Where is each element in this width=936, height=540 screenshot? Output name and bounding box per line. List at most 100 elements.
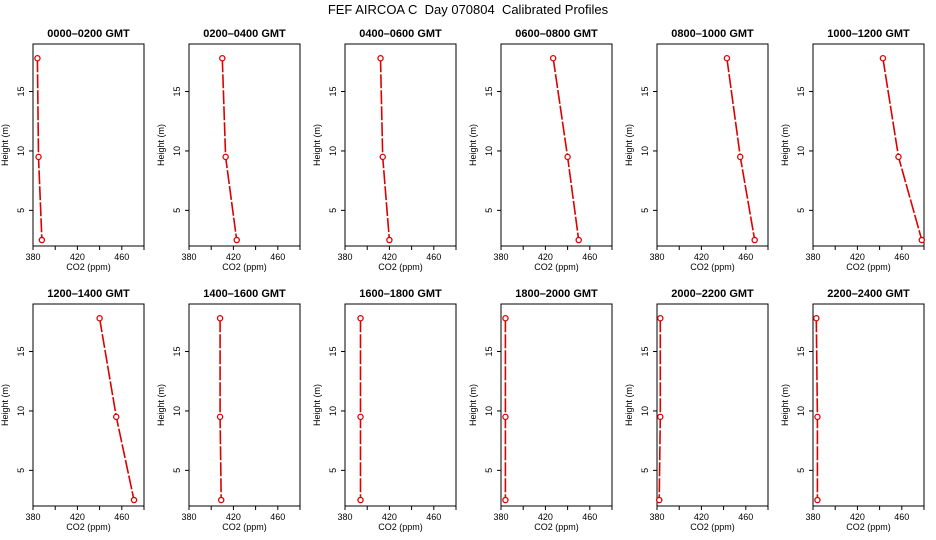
data-point xyxy=(502,496,509,504)
y-tick-label: 5 xyxy=(172,468,182,473)
data-point xyxy=(379,153,386,161)
profile-line xyxy=(882,58,923,241)
y-tick-label: 15 xyxy=(328,347,338,357)
y-tick-label: 5 xyxy=(484,208,494,213)
data-point xyxy=(657,413,664,421)
x-tick-label: 460 xyxy=(114,512,129,522)
data-point xyxy=(737,153,744,161)
y-tick-label: 15 xyxy=(796,87,806,97)
plot-frame xyxy=(344,43,457,247)
x-tick-label: 380 xyxy=(805,252,820,262)
data-point xyxy=(895,153,902,161)
y-tick-label: 10 xyxy=(16,146,26,156)
y-tick-label: 10 xyxy=(484,146,494,156)
x-tick-label: 460 xyxy=(582,512,597,522)
plot-frame xyxy=(656,43,769,247)
panel-title: 0600–0800 GMT xyxy=(515,28,598,40)
x-axis-label: CO2 (ppm) xyxy=(846,522,891,532)
profile-panel: 0800–1000 GMT 380 420 460 5 10 15 CO2 (ppm) Heig… xyxy=(624,28,769,272)
data-point xyxy=(216,315,224,322)
y-tick-label: 10 xyxy=(172,146,182,156)
profile-panel: 1200–1400 GMT 380 420 460 5 10 15 CO2 (ppm) Heig… xyxy=(0,288,145,532)
data-point xyxy=(34,55,41,62)
data-point xyxy=(357,496,364,504)
profile-line xyxy=(36,58,43,241)
x-tick-label: 380 xyxy=(337,252,352,262)
plot-frame xyxy=(812,43,925,247)
data-point xyxy=(38,236,46,244)
profile-line xyxy=(815,318,819,501)
profile-line xyxy=(219,318,222,501)
y-tick-label: 15 xyxy=(16,347,26,357)
data-point xyxy=(35,153,42,161)
data-point xyxy=(357,315,364,322)
x-tick-label: 420 xyxy=(850,252,865,262)
y-axis-label: Height (m) xyxy=(780,124,790,166)
y-tick-label: 5 xyxy=(640,208,650,213)
y-tick-label: 5 xyxy=(172,208,182,213)
data-point xyxy=(575,236,582,244)
y-axis-label: Height (m) xyxy=(468,124,478,166)
y-tick-label: 15 xyxy=(328,87,338,97)
plot-frame xyxy=(344,303,457,507)
profile-line xyxy=(552,58,580,241)
x-axis-label: CO2 (ppm) xyxy=(690,522,735,532)
y-tick-label: 10 xyxy=(484,406,494,416)
y-tick-label: 5 xyxy=(328,468,338,473)
profile-panel: 2000–2200 GMT 380 420 460 5 10 15 CO2 (ppm) Heig… xyxy=(624,288,769,532)
data-point xyxy=(502,413,509,421)
y-tick-label: 10 xyxy=(16,406,26,416)
profile-line xyxy=(379,58,391,241)
data-point xyxy=(219,55,226,62)
plot-frame xyxy=(188,303,301,507)
data-point xyxy=(657,315,664,322)
x-tick-label: 420 xyxy=(694,252,709,262)
page-title: FEF AIRCOA C Day 070804 Calibrated Profi… xyxy=(327,2,609,17)
y-tick-label: 10 xyxy=(328,406,338,416)
y-axis-label: Height (m) xyxy=(624,384,634,426)
plot-frame xyxy=(32,303,145,507)
y-axis-label: Height (m) xyxy=(156,124,166,166)
y-tick-label: 5 xyxy=(16,468,26,473)
x-tick-label: 380 xyxy=(805,512,820,522)
x-tick-label: 460 xyxy=(894,252,909,262)
y-axis-label: Height (m) xyxy=(624,124,634,166)
plot-frame xyxy=(32,43,145,247)
data-point xyxy=(814,413,821,421)
x-tick-label: 420 xyxy=(226,252,241,262)
data-point xyxy=(386,236,393,244)
data-point xyxy=(813,315,820,322)
panel-title: 0800–1000 GMT xyxy=(671,28,754,40)
x-tick-label: 420 xyxy=(538,252,553,262)
x-axis-label: CO2 (ppm) xyxy=(846,262,891,272)
y-axis-label: Height (m) xyxy=(780,384,790,426)
x-tick-label: 460 xyxy=(270,512,285,522)
data-point xyxy=(377,55,384,62)
panel-title: 0400–0600 GMT xyxy=(359,28,442,40)
x-axis-label: CO2 (ppm) xyxy=(690,262,735,272)
x-tick-label: 420 xyxy=(850,512,865,522)
data-point xyxy=(814,496,821,504)
y-axis-label: Height (m) xyxy=(468,384,478,426)
data-point xyxy=(751,236,758,244)
data-point xyxy=(357,413,364,421)
x-axis-label: CO2 (ppm) xyxy=(222,262,267,272)
profile-line xyxy=(98,318,135,501)
x-tick-label: 460 xyxy=(894,512,909,522)
profile-panel: 0000–0200 GMT 380 420 460 5 10 15 CO2 (ppm) Heig… xyxy=(0,28,145,272)
panel-title: 2200–2400 GMT xyxy=(827,288,910,300)
y-tick-label: 10 xyxy=(796,146,806,156)
data-point xyxy=(502,315,509,322)
profile-panel: 0200–0400 GMT 380 420 460 5 10 15 CO2 (ppm) Heig… xyxy=(156,28,301,272)
y-tick-label: 15 xyxy=(16,87,26,97)
y-tick-label: 15 xyxy=(484,87,494,97)
y-axis-label: Height (m) xyxy=(312,384,322,426)
x-axis-label: CO2 (ppm) xyxy=(378,262,423,272)
y-tick-label: 5 xyxy=(640,468,650,473)
panel-title: 2000–2200 GMT xyxy=(671,288,754,300)
y-tick-label: 10 xyxy=(796,406,806,416)
panel-title: 1800–2000 GMT xyxy=(515,288,598,300)
y-tick-label: 5 xyxy=(16,208,26,213)
profile-panel: 1400–1600 GMT 380 420 460 5 10 15 CO2 (ppm) Heig… xyxy=(156,288,301,532)
